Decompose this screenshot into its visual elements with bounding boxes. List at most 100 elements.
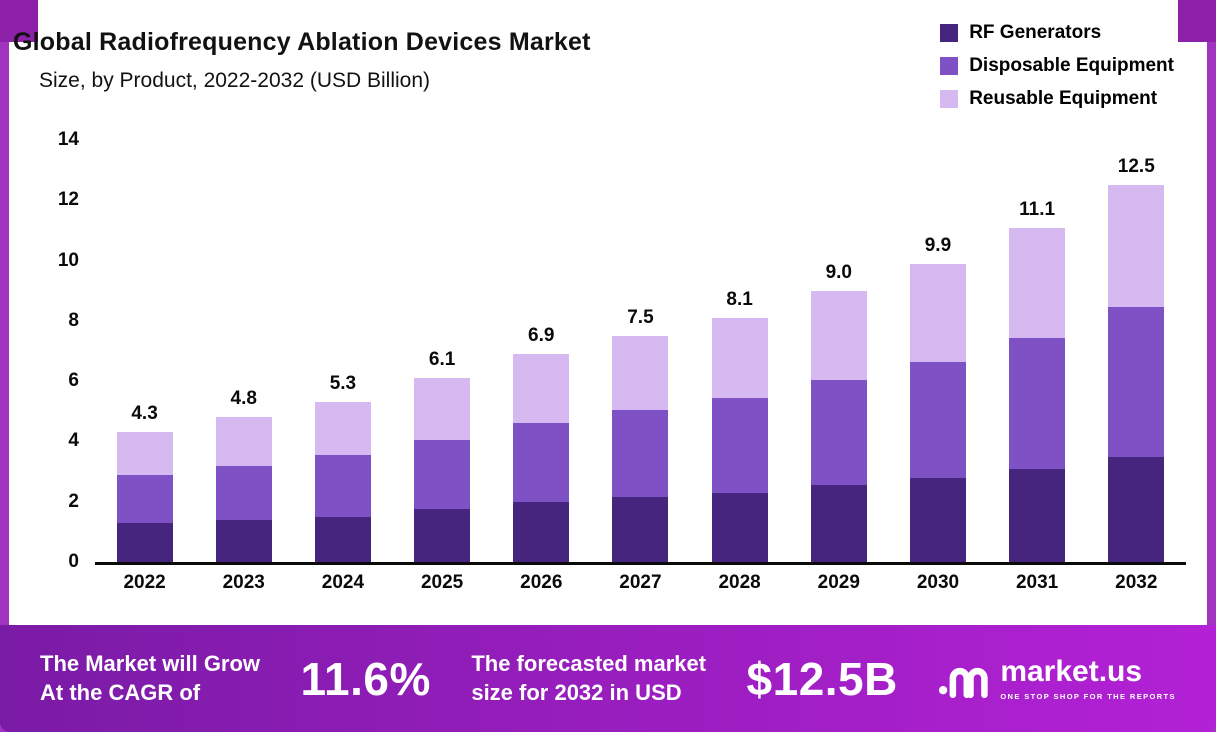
y-tick-label-14: 14 bbox=[57, 129, 79, 150]
legend-swatch-rf-generators bbox=[940, 24, 959, 42]
segment-rf-generators-2027 bbox=[612, 497, 669, 562]
segment-disposable-equipment-2024 bbox=[314, 455, 371, 517]
x-tick-label-2030: 2030 bbox=[916, 572, 960, 593]
y-tick-label-4: 4 bbox=[68, 430, 79, 452]
banner-cagr-caption: The Market will Grow At the CAGR of bbox=[40, 650, 260, 707]
segment-rf-generators-2029 bbox=[810, 485, 867, 562]
legend-item-disposable-equipment: Disposable Equipment bbox=[940, 55, 1174, 77]
marketus-tagline: ONE STOP SHOP FOR THE REPORTS bbox=[1000, 691, 1176, 701]
marketus-logo: market.us ONE STOP SHOP FOR THE REPORTS bbox=[938, 654, 1176, 701]
legend-item-reusable-equipment: Reusable Equipment bbox=[940, 88, 1174, 110]
top-left-corner-accent bbox=[0, 0, 38, 42]
banner-cagr-value: 11.6% bbox=[300, 652, 431, 705]
legend-swatch-disposable-equipment bbox=[940, 57, 959, 75]
x-tick-label-2026: 2026 bbox=[520, 572, 563, 593]
segment-rf-generators-2025 bbox=[414, 509, 471, 562]
legend-swatch-reusable-equipment bbox=[940, 90, 959, 108]
banner-forecast-caption: The forecasted market size for 2032 in U… bbox=[471, 650, 706, 707]
x-labels: 2022 2023 2024 2025 2026 2027 2028 2029 2030 2031… bbox=[95, 572, 1186, 594]
marketus-logo-icon bbox=[939, 667, 988, 698]
x-tick-label-2023: 2023 bbox=[222, 572, 265, 593]
bar-total-label-2027: 7.5 bbox=[627, 306, 654, 328]
legend-label: Reusable Equipment bbox=[969, 88, 1158, 109]
legend-label: Disposable Equipment bbox=[969, 55, 1174, 76]
segment-rf-generators-2028 bbox=[711, 492, 768, 562]
legend: RF Generators Disposable Equipment Reusa… bbox=[940, 22, 1174, 110]
segment-disposable-equipment-2023 bbox=[215, 465, 272, 520]
x-tick-label-2022: 2022 bbox=[123, 572, 166, 593]
segment-reusable-equipment-2029 bbox=[810, 290, 867, 380]
x-tick-label-2024: 2024 bbox=[321, 572, 365, 593]
right-border-accent bbox=[1207, 0, 1216, 732]
chart-title: Global Radiofrequency Ablation Devices M… bbox=[13, 28, 591, 56]
segment-rf-generators-2024 bbox=[314, 516, 371, 562]
bar-2024: 5.3 bbox=[314, 373, 371, 562]
segment-reusable-equipment-2031 bbox=[1009, 227, 1066, 338]
banner-forecast-value: $12.5B bbox=[746, 652, 898, 705]
bar-total-label-2024: 5.3 bbox=[329, 373, 357, 395]
bar-total-label-2032: 12.5 bbox=[1117, 156, 1155, 178]
bar-2030: 9.9 bbox=[909, 234, 966, 562]
chart-header: Global Radiofrequency Ablation Devices M… bbox=[13, 28, 591, 93]
y-tick-label-6: 6 bbox=[68, 370, 79, 392]
bar-2032: 12.5 bbox=[1108, 156, 1165, 562]
marketus-logo-textcol: market.us ONE STOP SHOP FOR THE REPORTS bbox=[1000, 654, 1176, 701]
bar-2027: 7.5 bbox=[612, 306, 669, 562]
bar-total-label-2029: 9.0 bbox=[825, 261, 852, 283]
y-tick-label-2: 2 bbox=[68, 490, 79, 512]
segment-reusable-equipment-2027 bbox=[612, 335, 669, 410]
segment-disposable-equipment-2031 bbox=[1009, 337, 1066, 469]
x-tick-label-2025: 2025 bbox=[420, 572, 464, 593]
banner-cagr-caption-line1: The Market will Grow bbox=[40, 650, 261, 676]
bars: 4.3 4.8 5.3 6.1 6.9 7.5 8.1 9.0 9.9 11.1 12.5 bbox=[95, 140, 1186, 562]
bar-2022: 4.3 bbox=[116, 403, 173, 562]
bar-2031: 11.1 bbox=[1009, 198, 1066, 562]
segment-disposable-equipment-2026 bbox=[513, 423, 570, 502]
y-tick-label-12: 12 bbox=[57, 189, 79, 211]
segment-disposable-equipment-2025 bbox=[414, 439, 471, 510]
segment-rf-generators-2022 bbox=[116, 522, 173, 562]
legend-label: RF Generators bbox=[969, 22, 1102, 43]
y-tick-label-8: 8 bbox=[68, 309, 79, 331]
bottom-banner: The Market will Grow At the CAGR of 11.6… bbox=[0, 625, 1216, 732]
segment-rf-generators-2032 bbox=[1108, 456, 1165, 562]
bar-2028: 8.1 bbox=[711, 289, 768, 562]
banner-forecast-caption-line2: size for 2032 in USD bbox=[471, 679, 682, 705]
segment-reusable-equipment-2022 bbox=[116, 432, 173, 475]
x-tick-label-2027: 2027 bbox=[619, 572, 662, 593]
bar-total-label-2030: 9.9 bbox=[924, 234, 952, 256]
x-tick-label-2029: 2029 bbox=[817, 572, 860, 593]
segment-disposable-equipment-2027 bbox=[612, 409, 669, 498]
y-tick-label-10: 10 bbox=[57, 249, 79, 271]
x-tick-label-2032: 2032 bbox=[1115, 572, 1158, 593]
bar-total-label-2022: 4.3 bbox=[131, 403, 158, 425]
bar-2023: 4.8 bbox=[215, 388, 272, 562]
segment-reusable-equipment-2032 bbox=[1108, 185, 1165, 308]
marketus-wordmark: market.us bbox=[1000, 654, 1143, 688]
bar-total-label-2023: 4.8 bbox=[230, 388, 257, 410]
top-right-corner-accent bbox=[1178, 0, 1216, 42]
bar-2025: 6.1 bbox=[414, 349, 471, 562]
segment-disposable-equipment-2029 bbox=[810, 379, 867, 486]
bar-total-label-2031: 11.1 bbox=[1019, 198, 1056, 220]
x-tick-label-2031: 2031 bbox=[1015, 572, 1059, 593]
bar-2029: 9.0 bbox=[810, 261, 867, 562]
bar-2026: 6.9 bbox=[513, 325, 570, 562]
segment-reusable-equipment-2023 bbox=[215, 417, 272, 466]
segment-reusable-equipment-2024 bbox=[314, 402, 371, 456]
segment-rf-generators-2031 bbox=[1009, 468, 1066, 562]
plot-area: 4.3 4.8 5.3 6.1 6.9 7.5 8.1 9.0 9.9 11.1 12.5 bbox=[95, 140, 1186, 565]
x-tick-label-2028: 2028 bbox=[718, 572, 761, 593]
segment-disposable-equipment-2032 bbox=[1108, 307, 1165, 457]
segment-reusable-equipment-2030 bbox=[909, 263, 966, 362]
banner-forecast-caption-line1: The forecasted market bbox=[471, 650, 707, 676]
legend-item-rf-generators: RF Generators bbox=[940, 22, 1174, 44]
segment-rf-generators-2030 bbox=[909, 477, 966, 562]
banner-cagr-caption-line2: At the CAGR of bbox=[40, 679, 201, 705]
segment-rf-generators-2023 bbox=[215, 519, 272, 562]
bar-total-label-2026: 6.9 bbox=[528, 325, 555, 347]
segment-disposable-equipment-2028 bbox=[711, 397, 768, 493]
left-border-accent bbox=[0, 0, 9, 732]
segment-rf-generators-2026 bbox=[513, 501, 570, 562]
